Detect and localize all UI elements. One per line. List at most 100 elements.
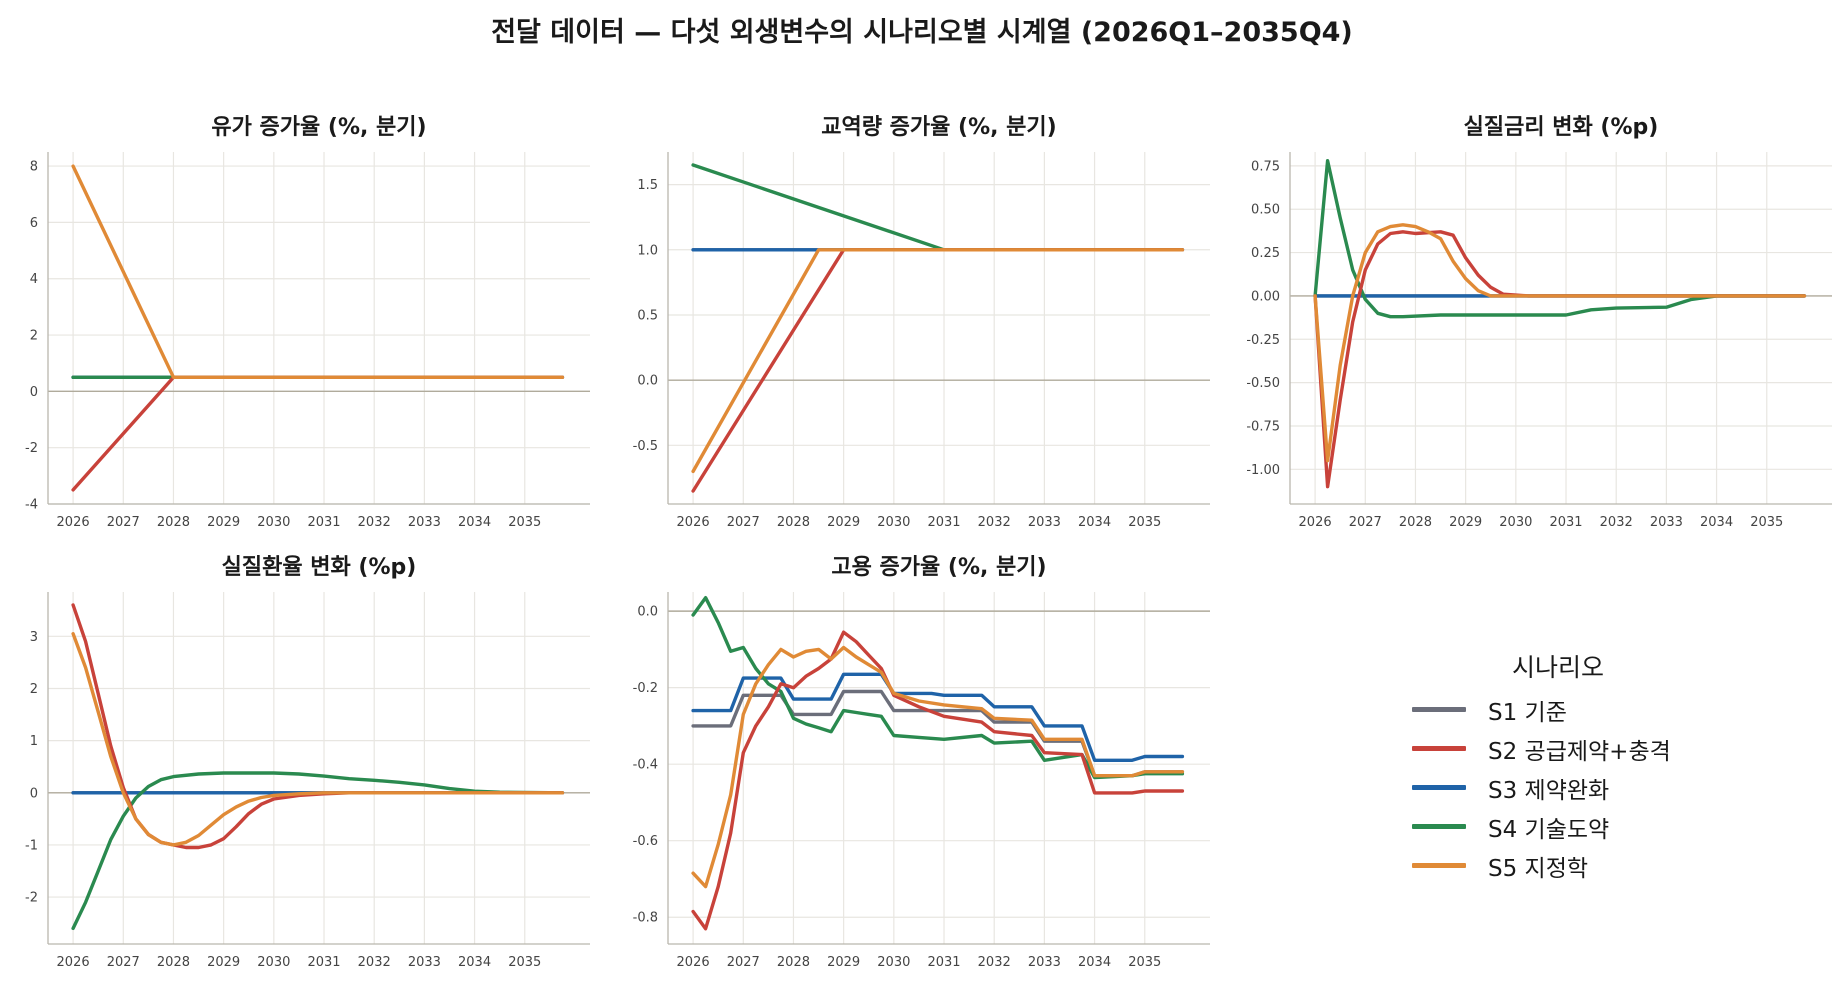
x-tick-label: 2034 [1078, 955, 1111, 970]
y-tick-label: 0.25 [1251, 246, 1280, 261]
y-tick-label: -0.75 [1246, 419, 1280, 434]
series-line-s2 [1313, 230, 1807, 489]
y-tick-label: 0 [30, 786, 38, 801]
x-tick-label: 2028 [777, 515, 810, 530]
x-tick-label: 2031 [307, 955, 340, 970]
y-tick-label: -1 [25, 838, 38, 853]
legend-label: S3 제약완화 [1488, 777, 1610, 804]
y-tick-label: -0.4 [633, 758, 658, 773]
y-tick-label: 1.5 [637, 178, 658, 193]
x-tick-label: 2032 [1600, 515, 1633, 530]
series-line-s2 [71, 603, 565, 850]
y-tick-label: 0.5 [637, 308, 658, 323]
x-tick-label: 2027 [107, 955, 140, 970]
series-line-s2 [691, 630, 1185, 931]
legend: 시나리오 S1 기준 S2 공급제약+충격 S3 제약완화 S4 기술도약 S5 지정학 [1412, 648, 1752, 885]
y-tick-label: 0 [30, 385, 38, 400]
x-tick-label: 2026 [57, 955, 90, 970]
y-tick-label: 3 [30, 630, 38, 645]
x-tick-label: 2030 [877, 515, 910, 530]
x-tick-label: 2035 [508, 515, 541, 530]
x-tick-label: 2026 [1299, 515, 1332, 530]
x-tick-label: 2033 [408, 955, 441, 970]
panel-2: 교역량 증가율 (%, 분기) 2026 2027 2028 2029 2030 2031 2… [633, 115, 1210, 530]
legend-item: S2 공급제약+충격 [1412, 729, 1752, 768]
y-tick-label: 0.75 [1251, 159, 1280, 174]
legend-swatch [1412, 824, 1466, 829]
y-tick-label: -0.5 [633, 439, 658, 454]
y-tick-label: 0.0 [637, 605, 658, 620]
x-tick-label: 2028 [157, 515, 190, 530]
x-tick-label: 2026 [57, 515, 90, 530]
x-tick-label: 2026 [677, 515, 710, 530]
x-tick-label: 2035 [1750, 515, 1783, 530]
x-tick-label: 2031 [927, 955, 960, 970]
y-tick-label: -2 [25, 891, 38, 906]
x-tick-label: 2034 [1078, 515, 1111, 530]
x-tick-label: 2030 [1499, 515, 1532, 530]
panel-title: 유가 증가율 (%, 분기) [211, 115, 426, 140]
x-tick-label: 2027 [107, 515, 140, 530]
y-tick-label: -0.50 [1246, 376, 1280, 391]
series-line-s2 [71, 375, 565, 492]
y-tick-label: -0.6 [633, 834, 658, 849]
x-tick-label: 2030 [877, 955, 910, 970]
x-tick-label: 2031 [1549, 515, 1582, 530]
x-tick-label: 2027 [1349, 515, 1382, 530]
series-line-s5 [691, 645, 1185, 889]
panel-5: 고용 증가율 (%, 분기) 2026 2027 2028 2029 2030 2031 20… [633, 555, 1210, 970]
legend-swatch [1412, 863, 1466, 868]
series-line-s5 [71, 164, 565, 379]
y-tick-label: 0.00 [1251, 289, 1280, 304]
series-line-s5 [71, 632, 565, 847]
legend-title: 시나리오 [1512, 653, 1605, 682]
x-tick-label: 2027 [727, 515, 760, 530]
series-line-s3 [691, 672, 1185, 762]
panel-title: 교역량 증가율 (%, 분기) [821, 115, 1056, 140]
y-tick-label: -4 [25, 498, 38, 513]
panel-title: 실질금리 변화 (%p) [1464, 115, 1659, 140]
panel-1: 유가 증가율 (%, 분기)2026 2027 2028 2029 2030 2031 20… [25, 115, 590, 530]
y-tick-label: -0.2 [633, 681, 658, 696]
series-line-s5 [1313, 223, 1807, 463]
x-tick-label: 2027 [727, 955, 760, 970]
x-tick-label: 2029 [827, 955, 860, 970]
y-tick-label: -2 [25, 441, 38, 456]
x-tick-label: 2033 [1028, 515, 1061, 530]
x-tick-label: 2031 [927, 515, 960, 530]
y-tick-label: -0.25 [1246, 333, 1280, 348]
y-tick-label: 2 [30, 682, 38, 697]
series-line-s5 [691, 248, 1185, 474]
legend-label: S2 공급제약+충격 [1488, 738, 1671, 765]
x-tick-label: 2035 [508, 955, 541, 970]
panel-4: 실질환율 변화 (%p)2026 2027 2028 2029 2030 2031 2032… [25, 555, 590, 970]
panel-title: 고용 증가율 (%, 분기) [831, 555, 1046, 580]
legend-label: S1 기준 [1488, 699, 1567, 726]
x-tick-label: 2035 [1128, 515, 1161, 530]
x-tick-label: 2033 [1028, 955, 1061, 970]
x-tick-label: 2026 [677, 955, 710, 970]
x-tick-label: 2032 [978, 955, 1011, 970]
series-line-s2 [691, 248, 1185, 493]
x-tick-label: 2029 [827, 515, 860, 530]
y-tick-label: 4 [30, 272, 38, 287]
x-tick-label: 2035 [1128, 955, 1161, 970]
legend-label: S4 기술도약 [1488, 816, 1610, 843]
x-tick-label: 2034 [458, 955, 491, 970]
y-tick-label: 6 [30, 216, 38, 231]
x-tick-label: 2029 [1449, 515, 1482, 530]
y-tick-label: -1.00 [1246, 463, 1280, 478]
legend-swatch [1412, 707, 1466, 712]
legend-item: S1 기준 [1412, 690, 1752, 729]
series-line-s4 [1313, 159, 1807, 319]
x-tick-label: 2032 [358, 955, 391, 970]
y-tick-label: 1.0 [637, 243, 658, 258]
x-tick-label: 2029 [207, 515, 240, 530]
x-tick-label: 2032 [358, 515, 391, 530]
x-tick-label: 2030 [257, 955, 290, 970]
panel-3: 실질금리 변화 (%p) 2026 2027 2028 2029 2030 2031 2032… [1246, 115, 1832, 530]
x-tick-label: 2029 [207, 955, 240, 970]
series-line-s4 [691, 163, 1185, 252]
y-tick-label: 0.0 [637, 374, 658, 389]
panel-title: 실질환율 변화 (%p) [222, 555, 417, 580]
